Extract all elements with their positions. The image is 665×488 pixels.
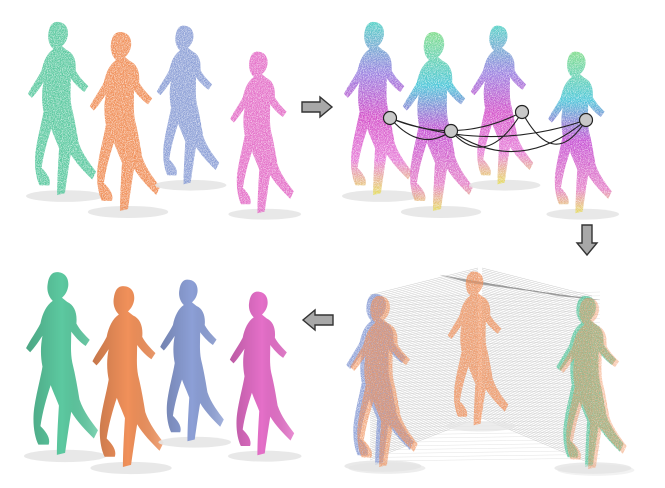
embedding-figure (546, 51, 620, 220)
point-cloud-figure (155, 25, 227, 191)
graph-edge (521, 111, 587, 145)
embedding-figure (342, 21, 420, 202)
graph-edge (450, 111, 523, 148)
panel-feature-embedding-graph (342, 21, 620, 220)
mesh-figure (90, 286, 172, 475)
aligned-figure (446, 271, 516, 432)
graph-node (443, 123, 459, 139)
mesh-figure (24, 272, 107, 463)
point-cloud-figure (87, 32, 169, 219)
aligned-figure (348, 295, 426, 474)
mesh-figure (158, 279, 232, 448)
point-cloud-figure (228, 51, 302, 220)
embedding-figure (400, 32, 482, 219)
panel-dense-correspondences (344, 267, 635, 476)
panel-registered-meshes (24, 272, 302, 475)
graph-node (514, 104, 530, 120)
graph-node (382, 110, 398, 126)
correspondence-graph (382, 104, 594, 153)
point-cloud-figure (26, 21, 104, 202)
arrow-down-icon (575, 224, 599, 257)
mesh-figure (228, 291, 302, 462)
arrow-left-icon (301, 308, 334, 332)
graph-node (578, 112, 594, 128)
aligned-figure (557, 297, 635, 476)
embedding-figure (469, 25, 541, 191)
arrow-right-icon (301, 95, 334, 119)
panel-input-point-clouds (26, 21, 302, 220)
graph-edge (450, 119, 587, 153)
graph-edge (389, 117, 587, 138)
